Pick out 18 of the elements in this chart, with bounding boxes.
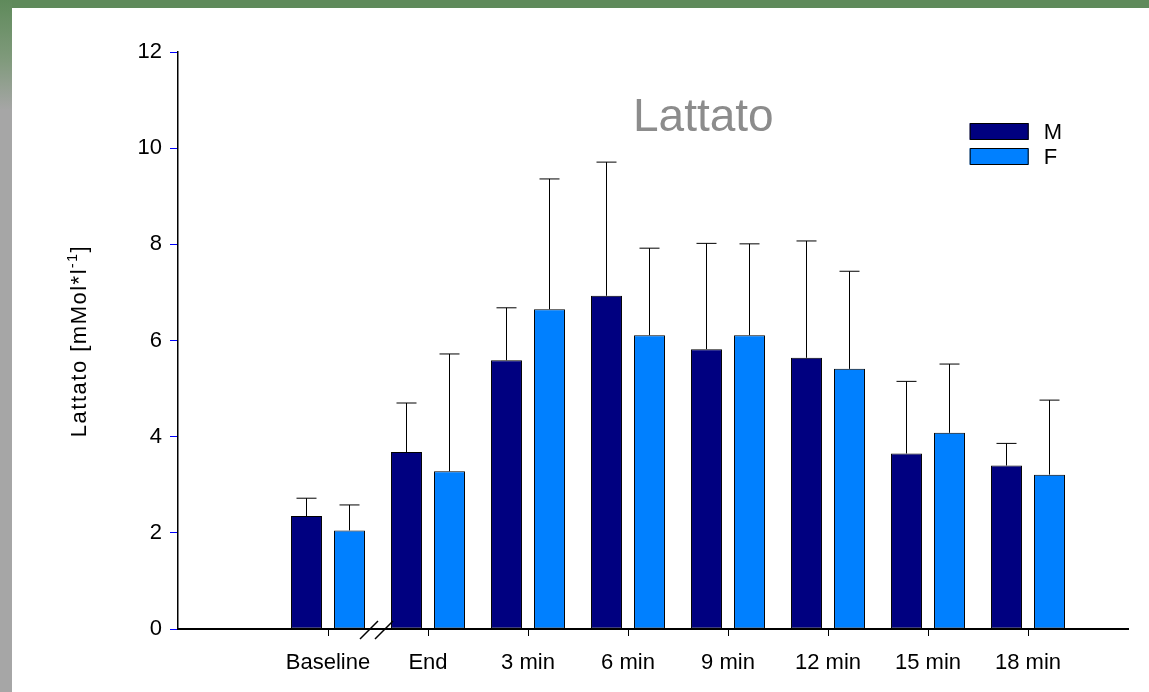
legend-label: M xyxy=(1043,118,1062,144)
x-tick-label: 6 min xyxy=(601,649,655,675)
x-tick-label: 3 min xyxy=(501,649,555,675)
legend-label: F xyxy=(1043,143,1058,169)
x-tick-label: 12 min xyxy=(794,649,862,675)
y-tick-label: 12 xyxy=(137,38,162,64)
x-tick-label: Baseline xyxy=(285,649,371,675)
x-tick-label: 9 min xyxy=(701,649,755,675)
y-tick-label: 8 xyxy=(149,230,162,256)
y-tick-label: 10 xyxy=(137,134,162,160)
y-tick-label: 6 xyxy=(149,326,162,352)
y-tick-label: 2 xyxy=(149,518,162,544)
x-tick-label: 15 min xyxy=(894,649,962,675)
x-tick-label: 18 min xyxy=(994,649,1062,675)
text: Lattato xyxy=(633,88,774,141)
y-tick-label: 0 xyxy=(149,615,162,641)
x-tick-label: End xyxy=(408,649,448,675)
y-tick-label: 4 xyxy=(149,422,162,448)
